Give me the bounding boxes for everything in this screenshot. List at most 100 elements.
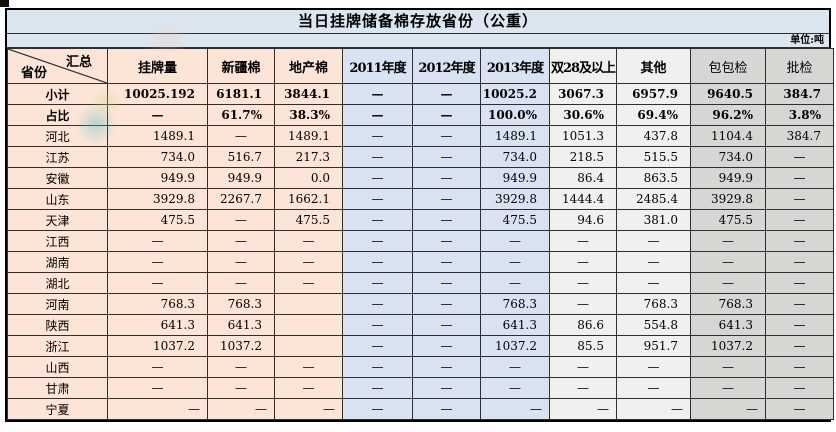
value-cell: 475.5 [107,209,208,231]
value-cell: 768.3 [690,293,766,315]
value-cell: 1104.4 [690,125,766,147]
value-cell: 96.2% [690,104,766,126]
value-cell: — [549,377,617,399]
value-cell: 641.3 [690,314,766,336]
province-cell: 山西 [7,356,108,378]
province-cell: 江西 [7,230,108,252]
value-cell: 1051.3 [549,125,617,147]
value-cell: — [412,167,481,189]
value-cell: 3929.8 [480,188,550,210]
table-row: 山西 — — — — — — — — — — [7,356,834,378]
value-cell: — [616,230,691,252]
column-header: 挂牌量 [107,48,208,84]
value-cell: — [765,188,834,210]
value-cell: — [342,356,413,378]
column-header: 新疆棉 [207,48,275,84]
table-row: 甘肃 — — — — — — — — — — [7,377,834,399]
province-cell: 湖北 [7,272,108,294]
value-cell: 1037.2 [107,335,208,357]
value-cell: 641.3 [480,314,550,336]
value-cell: 949.9 [107,167,208,189]
value-cell: 218.5 [549,146,617,168]
province-cell: 河南 [7,293,108,315]
value-cell: — [342,293,413,315]
value-cell: 768.3 [616,293,691,315]
value-cell: — [549,293,617,315]
value-cell: — [616,398,691,420]
value-cell: 1489.1 [274,125,343,147]
value-cell: 3.8% [765,104,834,126]
value-cell: — [690,251,766,273]
value-cell: 30.6% [549,104,617,126]
value-cell [274,335,343,357]
value-cell: — [616,251,691,273]
value-cell: — [274,398,343,420]
value-cell: — [616,356,691,378]
value-cell: 768.3 [207,293,275,315]
value-cell: 384.7 [765,125,834,147]
value-cell: — [480,230,550,252]
value-cell: 3844.1 [274,83,343,105]
column-header: 2013年度 [480,48,550,84]
value-cell: — [765,377,834,399]
province-cell: 安徽 [7,167,108,189]
value-cell: — [549,398,617,420]
value-cell: — [412,209,481,231]
value-cell: — [412,314,481,336]
value-cell: — [690,398,766,420]
value-cell: — [480,377,550,399]
column-header: 包包检 [690,48,766,84]
value-cell: — [342,314,413,336]
value-cell: — [342,125,413,147]
header-row: 汇总 省份 挂牌量 新疆棉 地产棉 2011年度 2012年度 2013年度 双28及以上 其他包… [7,48,834,84]
value-cell: 1662.1 [274,188,343,210]
value-cell [274,293,343,315]
value-cell: — [207,125,275,147]
value-cell: — [107,251,208,273]
value-cell: — [412,293,481,315]
value-cell: — [342,398,413,420]
column-header: 地产棉 [274,48,343,84]
value-cell: — [107,230,208,252]
province-cell: 浙江 [7,335,108,357]
value-cell: — [765,167,834,189]
value-cell: 437.8 [616,125,691,147]
value-cell: — [342,230,413,252]
data-grid: 汇总 省份 挂牌量 新疆棉 地产棉 2011年度 2012年度 2013年度 双28及以上 其他包… [7,48,834,420]
value-cell: — [342,377,413,399]
value-cell: — [480,398,550,420]
value-cell: — [107,377,208,399]
value-cell: 863.5 [616,167,691,189]
table-body: 小计 10025.192 6181.1 3844.1— —10025.2 3067.3 69… [7,83,834,420]
value-cell: — [765,251,834,273]
value-cell: — [480,251,550,273]
value-cell [274,314,343,336]
value-cell: — [765,272,834,294]
value-cell: — [549,272,617,294]
value-cell: — [549,356,617,378]
value-cell: — [765,230,834,252]
table-row: 安徽 949.9 949.9 0.0— —949.9 86.4 863.5 949.9— [7,167,834,189]
column-header: 其他 [616,48,691,84]
value-cell: — [207,209,275,231]
value-cell: — [690,377,766,399]
value-cell: — [765,398,834,420]
value-cell: — [342,335,413,357]
value-cell: 515.5 [616,146,691,168]
value-cell: 516.7 [207,146,275,168]
value-cell: — [207,377,275,399]
value-cell: — [765,335,834,357]
value-cell: — [274,272,343,294]
value-cell: — [549,251,617,273]
corner-label-bottom: 省份 [21,66,48,81]
province-cell: 甘肃 [7,377,108,399]
table-row: 山东 3929.8 2267.7 1662.1— —3929.8 1444.4 2485.4… [7,188,834,210]
value-cell: 1037.2 [480,335,550,357]
table-row: 湖南 — — — — — — — — — — [7,251,834,273]
province-cell: 小计 [7,83,108,105]
value-cell: — [342,209,413,231]
value-cell: 94.6 [549,209,617,231]
value-cell: — [412,230,481,252]
value-cell: — [412,398,481,420]
value-cell: 949.9 [207,167,275,189]
